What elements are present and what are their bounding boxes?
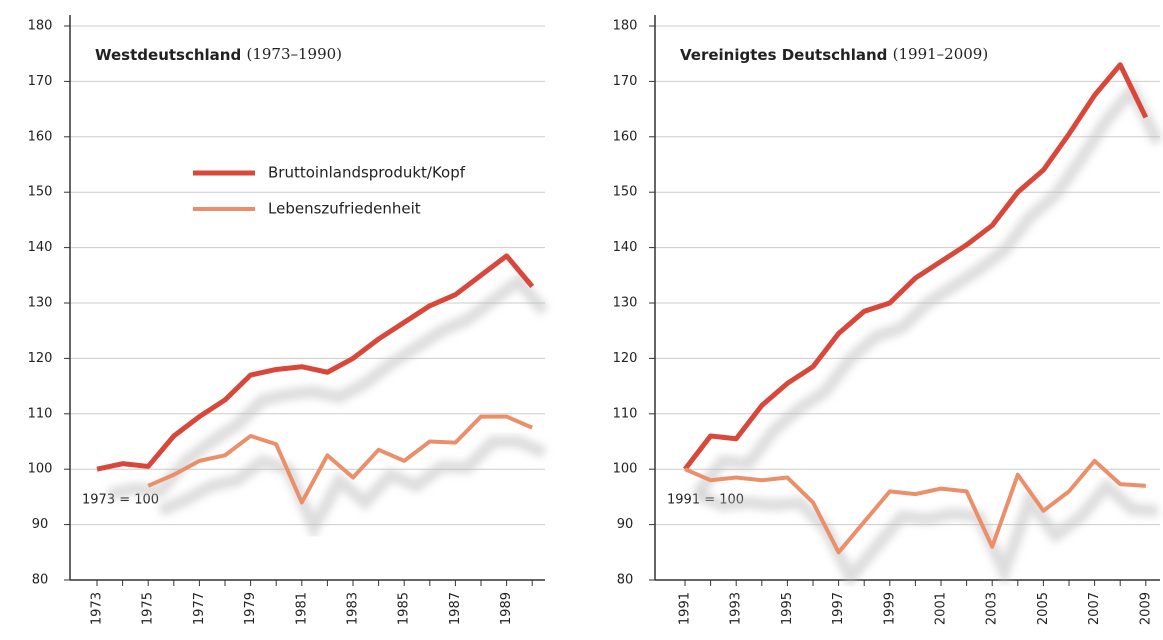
annotation: 1973 = 100	[82, 493, 159, 508]
subtitle: (1991–2009)	[893, 45, 989, 63]
legend-label: Lebenszufriedenheit	[268, 200, 421, 218]
y-tick-label: 130	[613, 296, 638, 311]
y-tick-label: 170	[613, 74, 638, 89]
x-tick-label: 2001	[934, 592, 949, 625]
y-tick-label: 170	[28, 74, 53, 89]
y-tick-label: 130	[28, 296, 53, 311]
x-tick-label: 1991	[678, 592, 693, 625]
x-tick-label: 1975	[141, 592, 156, 625]
y-tick-label: 100	[613, 462, 638, 477]
line-shadow	[157, 435, 547, 542]
y-tick-label: 100	[28, 462, 53, 477]
y-tick-label: 80	[617, 573, 634, 588]
y-tick-label: 120	[613, 351, 638, 366]
y-tick-label: 120	[28, 351, 53, 366]
chart-title: Vereinigtes Deutschland (1991–2009)	[680, 45, 988, 64]
x-tick-label: 1997	[831, 592, 846, 625]
x-tick-label: 1979	[243, 592, 258, 625]
x-tick-label: 1989	[499, 592, 514, 625]
subtitle: (1973–1990)	[246, 45, 342, 63]
x-tick-label: 1973	[90, 592, 105, 625]
series-line	[683, 62, 1149, 471]
line-shadow	[107, 272, 549, 501]
title-main: Vereinigtes Deutschland	[680, 46, 887, 64]
x-tick-label: 1993	[729, 592, 744, 625]
x-tick-label: 2003	[985, 592, 1000, 625]
y-tick-label: 140	[613, 240, 638, 255]
line-shadow	[692, 78, 1163, 498]
y-tick-label: 110	[28, 406, 53, 421]
y-tick-label: 180	[613, 19, 638, 34]
y-tick-label: 150	[613, 185, 638, 200]
y-tick-label: 90	[617, 517, 634, 532]
y-tick-label: 80	[32, 573, 49, 588]
y-tick-label: 110	[613, 406, 638, 421]
x-tick-label: 1995	[780, 592, 795, 625]
y-tick-label: 160	[28, 129, 53, 144]
x-tick-label: 1981	[294, 592, 309, 625]
y-tick-label: 90	[32, 517, 49, 532]
legend-label: Bruttoinlandsprodukt/Kopf	[268, 164, 466, 182]
y-tick-label: 160	[613, 129, 638, 144]
y-tick-label: 150	[28, 185, 53, 200]
x-tick-label: 1985	[397, 592, 412, 625]
title-main: Westdeutschland	[95, 46, 241, 64]
x-tick-label: 1983	[346, 592, 361, 625]
y-tick-label: 180	[28, 19, 53, 34]
chart-title: Westdeutschland (1973–1990)	[95, 45, 342, 64]
series-line	[96, 253, 535, 472]
x-tick-label: 1987	[448, 592, 463, 625]
series-line	[147, 414, 533, 505]
x-tick-label: 2009	[1138, 592, 1153, 625]
x-tick-label: 2007	[1087, 592, 1102, 625]
x-tick-label: 1999	[882, 592, 897, 625]
x-tick-label: 1977	[192, 592, 207, 625]
line-shadow	[694, 477, 1159, 589]
series-line	[684, 458, 1146, 555]
y-tick-label: 140	[28, 240, 53, 255]
x-tick-label: 2005	[1036, 592, 1051, 625]
